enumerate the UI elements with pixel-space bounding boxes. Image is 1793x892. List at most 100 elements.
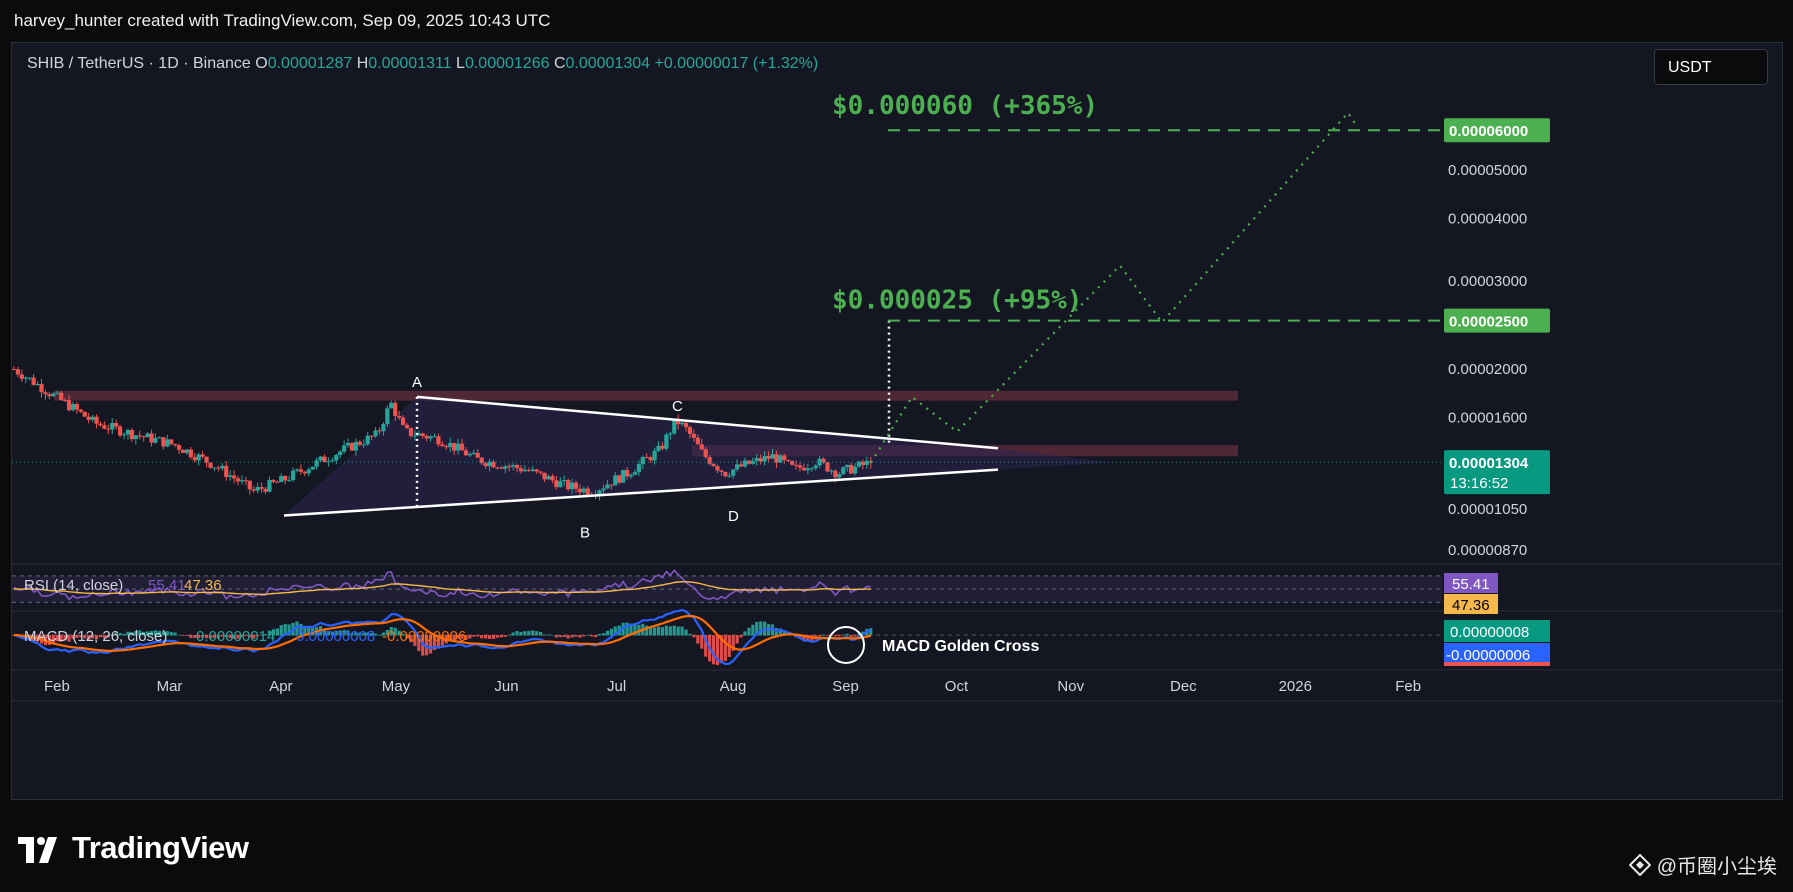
- macd-histogram-bar: [149, 631, 154, 636]
- currency-button[interactable]: USDT: [1654, 49, 1768, 85]
- candle: [801, 467, 807, 471]
- macd-histogram-bar: [751, 624, 755, 636]
- candle: [302, 471, 307, 474]
- candle: [90, 416, 95, 420]
- macd-histogram-bar: [487, 635, 492, 639]
- candle: [412, 435, 417, 437]
- candle: [318, 456, 323, 461]
- time-axis-tick: Feb: [1395, 678, 1421, 695]
- macd-histogram-bar: [75, 635, 79, 638]
- macd-histogram-bar: [546, 634, 551, 636]
- candle: [290, 470, 296, 480]
- macd-histogram-bar: [334, 630, 338, 636]
- candle: [538, 471, 543, 473]
- macd-histogram-bar: [562, 635, 566, 638]
- macd-histogram-bar: [833, 635, 837, 637]
- chart-panel[interactable]: A B C D $0.000060 (+365%) 0.00006000 $0.000025…: [11, 42, 1783, 800]
- candle: [19, 374, 24, 379]
- candle: [51, 393, 56, 397]
- candle: [235, 478, 241, 482]
- price-axis-tick: 0.00005000: [1448, 162, 1527, 179]
- tradingview-logo[interactable]: TradingView: [18, 830, 249, 866]
- macd-histogram-bar: [774, 628, 779, 636]
- candle: [707, 457, 712, 464]
- candle: [723, 471, 728, 477]
- candle: [632, 472, 638, 475]
- macd-histogram-bar: [597, 633, 602, 636]
- candle: [12, 369, 17, 371]
- price-axis-tick: 0.00003000: [1448, 273, 1527, 290]
- candle: [452, 442, 457, 451]
- candle: [310, 466, 315, 470]
- macd-histogram-bar: [633, 624, 637, 636]
- candle: [74, 404, 79, 410]
- time-axis-tick: Aug: [720, 678, 747, 695]
- macd-histogram-bar: [91, 635, 95, 639]
- candle: [145, 433, 150, 438]
- macd-histogram-bar: [259, 634, 264, 636]
- macd-histogram-bar: [130, 632, 134, 636]
- macd-histogram-bar: [448, 635, 452, 642]
- candle: [385, 408, 390, 425]
- macd-signal-tag: [1444, 643, 1550, 665]
- candle: [361, 444, 366, 446]
- macd-histogram-bar: [236, 635, 240, 639]
- macd-histogram-bar: [554, 635, 558, 638]
- macd-histogram-bar: [106, 635, 110, 638]
- candle: [762, 456, 767, 462]
- candle: [55, 392, 60, 394]
- rsi-ma-value: 47.36: [184, 577, 222, 594]
- golden-cross-annotation: MACD Golden Cross: [882, 638, 1039, 655]
- macd-histogram-bar: [263, 634, 268, 636]
- candle: [770, 454, 775, 459]
- macd-value: 0.00000008: [296, 628, 375, 645]
- price-axis-tick: 0.00000870: [1448, 542, 1527, 559]
- macd-histogram-bar: [625, 622, 629, 636]
- symbol-label[interactable]: SHIB / TetherUS · 1D · Binance: [27, 55, 251, 72]
- macd-histogram-bar: [385, 629, 389, 636]
- macd-hist-value: 0.00000014: [196, 628, 275, 645]
- macd-histogram-bar: [283, 624, 287, 636]
- macd-histogram-bar: [267, 630, 272, 636]
- candle: [577, 488, 583, 493]
- target-label: $0.000025 (+95%): [832, 286, 1082, 316]
- macd-histogram-bar: [511, 632, 515, 636]
- macd-histogram-bar: [660, 627, 665, 636]
- candle: [573, 482, 579, 489]
- macd-histogram-bar: [366, 632, 370, 636]
- candle: [534, 469, 539, 472]
- candle: [23, 377, 28, 379]
- candle: [695, 437, 700, 445]
- candle: [47, 394, 52, 397]
- macd-histogram-bar: [578, 635, 582, 638]
- golden-cross-circle: [827, 626, 865, 664]
- macd-histogram-bar: [185, 635, 189, 636]
- candle: [357, 441, 362, 445]
- price-chart[interactable]: A B C D $0.000060 (+365%) 0.00006000 $0.000025…: [12, 43, 1783, 800]
- macd-histogram-bar: [582, 635, 586, 637]
- target-price-tag: [1444, 118, 1550, 143]
- candle: [349, 443, 355, 451]
- candle: [676, 418, 681, 425]
- macd-histogram-bar: [484, 635, 488, 639]
- candle: [530, 469, 535, 471]
- candle: [208, 462, 213, 468]
- candle: [683, 422, 689, 428]
- macd-histogram-bar: [193, 635, 197, 638]
- candle: [514, 465, 520, 469]
- candle: [778, 455, 783, 463]
- macd-histogram-bar: [743, 631, 747, 636]
- macd-histogram-bar: [680, 626, 684, 636]
- macd-histogram-bar: [539, 631, 543, 636]
- macd-histogram-bar: [550, 634, 555, 636]
- close-value: 0.00001304: [565, 55, 651, 72]
- candle: [267, 480, 272, 492]
- macd-histogram-bar: [672, 625, 676, 636]
- candle: [742, 460, 748, 467]
- macd-histogram-bar: [212, 635, 217, 638]
- macd-histogram-bar: [275, 628, 279, 636]
- time-axis-tick: 2026: [1279, 678, 1312, 695]
- candle: [369, 435, 374, 437]
- macd-histogram-bar: [649, 626, 653, 636]
- candle: [204, 456, 209, 463]
